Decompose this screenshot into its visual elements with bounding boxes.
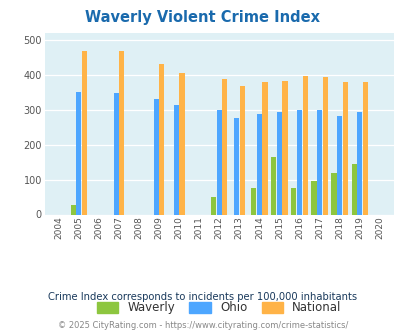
Bar xyxy=(239,86,244,214)
Bar xyxy=(159,64,164,214)
Bar xyxy=(222,80,227,214)
Bar xyxy=(342,82,347,214)
Bar xyxy=(256,114,261,214)
Bar xyxy=(311,182,316,215)
Bar xyxy=(81,51,87,214)
Bar xyxy=(362,82,367,214)
Bar xyxy=(271,157,276,214)
Bar xyxy=(296,110,301,214)
Bar xyxy=(113,93,118,214)
Bar xyxy=(276,112,281,214)
Bar xyxy=(70,205,76,215)
Legend: Waverly, Ohio, National: Waverly, Ohio, National xyxy=(92,297,345,319)
Bar xyxy=(76,92,81,214)
Bar xyxy=(233,118,239,214)
Bar xyxy=(336,116,341,214)
Bar xyxy=(290,188,296,214)
Bar xyxy=(356,112,361,214)
Text: © 2025 CityRating.com - https://www.cityrating.com/crime-statistics/: © 2025 CityRating.com - https://www.city… xyxy=(58,321,347,330)
Text: Waverly Violent Crime Index: Waverly Violent Crime Index xyxy=(85,10,320,25)
Bar xyxy=(179,73,184,215)
Bar xyxy=(322,77,327,214)
Bar xyxy=(216,110,221,214)
Bar xyxy=(262,82,267,214)
Bar xyxy=(302,76,307,214)
Text: Crime Index corresponds to incidents per 100,000 inhabitants: Crime Index corresponds to incidents per… xyxy=(48,292,357,302)
Bar xyxy=(351,164,356,214)
Bar xyxy=(211,197,216,214)
Bar xyxy=(153,99,158,214)
Bar xyxy=(330,173,336,214)
Bar xyxy=(173,105,179,214)
Bar xyxy=(251,188,256,214)
Bar xyxy=(119,51,124,214)
Bar xyxy=(316,111,321,214)
Bar xyxy=(282,81,287,214)
